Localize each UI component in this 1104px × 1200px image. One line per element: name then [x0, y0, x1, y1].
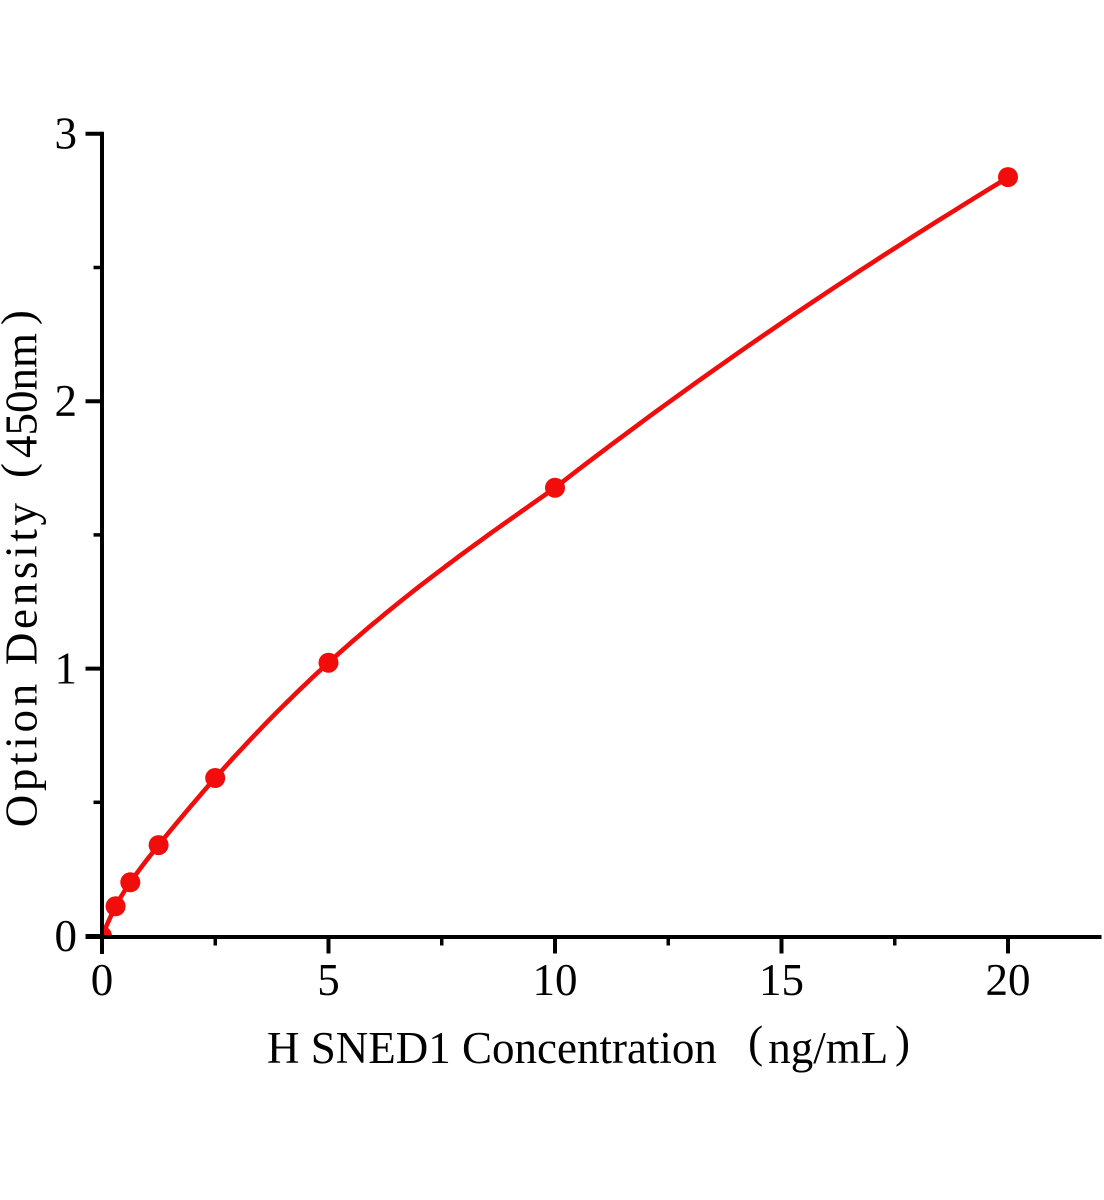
svg-text:1: 1: [55, 643, 78, 693]
svg-text:3: 3: [55, 109, 78, 159]
svg-text:2: 2: [55, 376, 78, 426]
svg-text:0: 0: [91, 955, 114, 1005]
svg-text:H SNED1 Concentration(ng/mL): H SNED1 Concentration(ng/mL): [267, 1017, 910, 1073]
svg-text:15: 15: [759, 955, 804, 1005]
svg-text:Option Density(450nm): Option Density(450nm): [0, 310, 47, 827]
svg-text:20: 20: [986, 955, 1031, 1005]
svg-text:0: 0: [55, 911, 78, 961]
svg-text:5: 5: [317, 955, 340, 1005]
svg-text:10: 10: [533, 955, 578, 1005]
